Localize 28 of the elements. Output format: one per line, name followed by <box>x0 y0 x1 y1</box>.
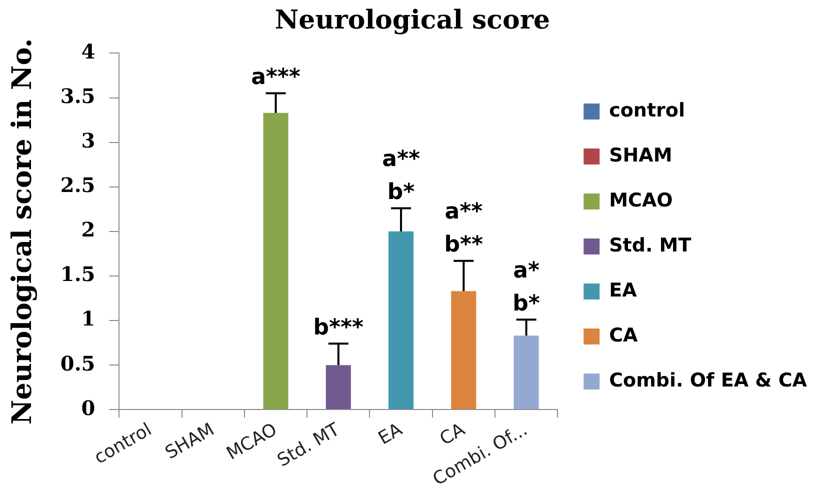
annotation: b*** <box>313 315 364 340</box>
annotation: a* <box>513 258 540 284</box>
legend-label: Std. MT <box>609 234 692 256</box>
y-tick-label: 3 <box>81 128 96 153</box>
y-tick-label: 3.5 <box>60 84 96 108</box>
annotation: b* <box>387 180 416 205</box>
annotation: b** <box>444 232 484 258</box>
legend-label: Combi. Of EA & CA <box>609 369 808 392</box>
legend-label: SHAM <box>609 144 672 166</box>
annotation: b* <box>512 291 540 316</box>
y-tick-label: 0 <box>81 396 96 420</box>
legend-label: control <box>609 99 685 122</box>
chart-title: Neurological score <box>274 5 550 36</box>
legend-label: MCAO <box>609 189 673 212</box>
x-tick-label: CA <box>436 418 470 450</box>
legend-label: CA <box>609 324 638 346</box>
y-tick-label: 1 <box>81 306 96 331</box>
y-tick-label: 2 <box>81 218 96 242</box>
y-tick-label: 2.5 <box>60 173 96 198</box>
y-tick-label: 1.5 <box>60 262 96 286</box>
x-tick-label: EA <box>374 418 406 450</box>
annotation: a** <box>382 146 420 172</box>
legend-label: EA <box>609 279 638 302</box>
y-tick-label: 0.5 <box>60 351 96 376</box>
y-tick-label: 4 <box>81 39 96 64</box>
y-axis-title: Neurological score in No. <box>7 38 38 424</box>
annotation: a*** <box>251 65 301 90</box>
annotation: a** <box>444 200 484 225</box>
